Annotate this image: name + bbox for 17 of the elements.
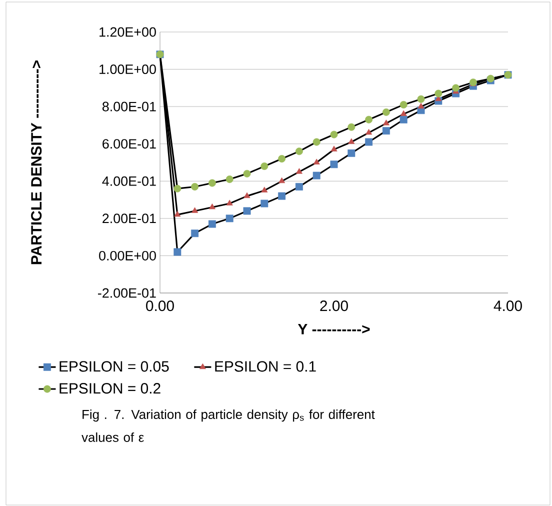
y-tick-label: 2.00E-01 bbox=[102, 214, 156, 224]
y-tick-label: -2.00E-01 bbox=[98, 288, 156, 298]
legend-label: EPSILON = 0.05 bbox=[60, 361, 169, 372]
x-tick-label: 2.00 bbox=[320, 300, 348, 312]
y-tick-label: 0.00E+00 bbox=[99, 250, 156, 260]
y-tick-label: 8.00E-01 bbox=[102, 102, 156, 112]
y-tick-label: 4.00E-01 bbox=[102, 176, 156, 186]
text: Fig . 7. Variation of particle density ρ$_{s}$ for different values of ε bbox=[82, 410, 375, 442]
y-tick-label: 6.00E-01 bbox=[102, 139, 156, 149]
legend-label: EPSILON = 0.2 bbox=[60, 383, 160, 394]
legend-label: EPSILON = 0.1 bbox=[215, 361, 316, 372]
x-tick-label: 4.00 bbox=[494, 300, 522, 312]
y-axis-title: PARTICLE DENSITY ----------> bbox=[31, 60, 42, 264]
x-tick-label: 0.00 bbox=[146, 300, 174, 312]
y-tick-label: 1.00E+00 bbox=[100, 64, 156, 74]
y-tick-label: 1.20E+00 bbox=[100, 27, 156, 37]
x-axis-title: Y ----------> bbox=[298, 324, 370, 334]
